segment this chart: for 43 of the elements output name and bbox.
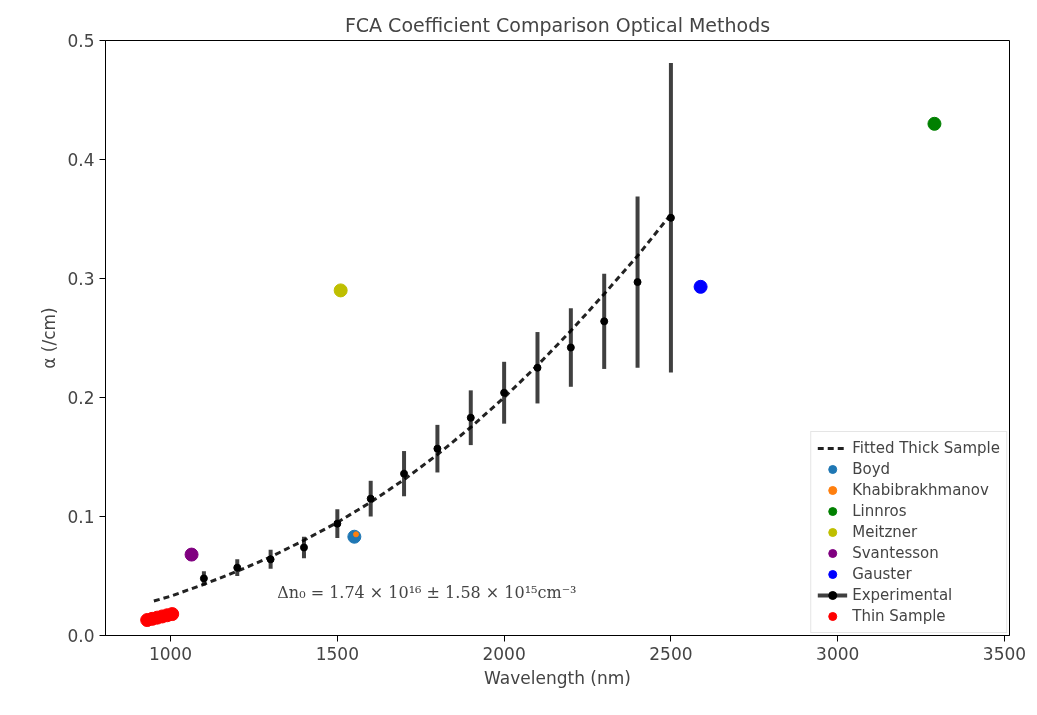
x-tick-label: 3500 (982, 643, 1027, 664)
y-tick-label: 0.5 (67, 31, 95, 51)
point (600, 317, 609, 326)
point (433, 444, 442, 453)
legend-label: Linnros (852, 502, 907, 520)
y-tick-label: 0.4 (67, 150, 95, 170)
y-tick-label: 0.3 (67, 269, 95, 289)
x-tick-label: 2500 (649, 643, 693, 664)
legend-label: Thin Sample (852, 607, 946, 625)
point (184, 547, 199, 562)
legend-label: Meitzner (852, 523, 918, 541)
legend-label: Boyd (852, 460, 891, 478)
legend-label: Fitted Thick Sample (852, 439, 1000, 457)
y-tick-label: 0.0 (67, 626, 95, 646)
legend-label: Khabibrakhmanov (852, 481, 989, 499)
legend-label: Gauster (852, 565, 912, 583)
point (466, 413, 475, 422)
point (566, 343, 575, 352)
point (693, 279, 708, 294)
point (266, 555, 275, 564)
legend-label: Svantesson (852, 544, 939, 562)
point (533, 363, 542, 372)
y-tick-label: 0.1 (67, 507, 95, 527)
x-tick-label: 1500 (315, 643, 359, 664)
point (633, 278, 642, 287)
y-axis-title: α (/cm) (39, 307, 60, 369)
x-tick-label: 3000 (816, 643, 860, 664)
point (927, 116, 942, 131)
x-tick-label: 1000 (148, 643, 193, 664)
annotation: Δn₀ = 1.74 × 10¹⁶ ± 1.58 × 10¹⁵cm⁻³ (277, 583, 577, 603)
point (366, 494, 375, 503)
point (233, 563, 242, 572)
point (333, 519, 342, 528)
x-tick-label: 2000 (482, 643, 526, 664)
legend-label: Experimental (852, 586, 953, 604)
point (400, 469, 409, 478)
point (666, 213, 675, 222)
chart-title: FCA Coefficient Comparison Optical Methods (344, 13, 771, 36)
point (500, 388, 509, 397)
y-tick-label: 0.2 (67, 388, 95, 408)
x-axis-title: Wavelength (nm) (484, 667, 631, 688)
point (333, 283, 348, 298)
point (299, 543, 308, 552)
